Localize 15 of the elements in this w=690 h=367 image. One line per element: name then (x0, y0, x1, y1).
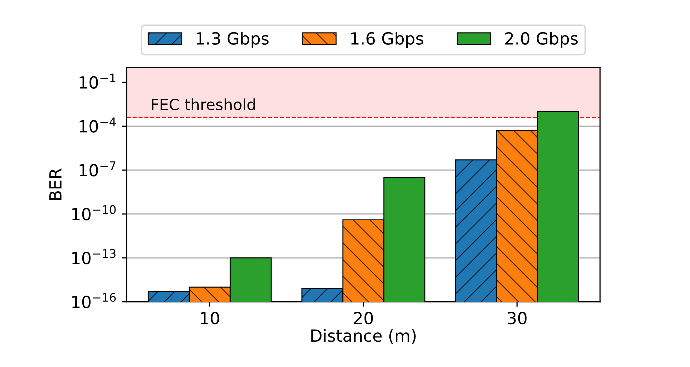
y-tick-label: 10$^{−4}$ (80, 118, 116, 133)
y-tick-label: 10$^{−16}$ (72, 293, 116, 308)
y-axis-title: BER (50, 168, 62, 200)
x-axis-title: Distance (m) (312, 329, 416, 344)
y-tick-label: 10$^{−7}$ (80, 162, 116, 177)
y-tick-label: 10$^{−13}$ (72, 249, 116, 265)
y-tick-label: 10$^{−10}$ (72, 205, 116, 221)
ref-line-label: FEC threshold (152, 98, 256, 110)
x-tick-label: 10 (201, 312, 220, 325)
legend-label: 1.6 Gbps (352, 32, 424, 48)
x-tick-label: 30 (508, 312, 527, 325)
legend-label: 1.3 Gbps (196, 32, 269, 48)
legend-label: 2.0 Gbps (505, 32, 578, 48)
y-tick-label: 10$^{−1}$ (80, 74, 116, 89)
x-tick-label: 20 (354, 312, 374, 325)
